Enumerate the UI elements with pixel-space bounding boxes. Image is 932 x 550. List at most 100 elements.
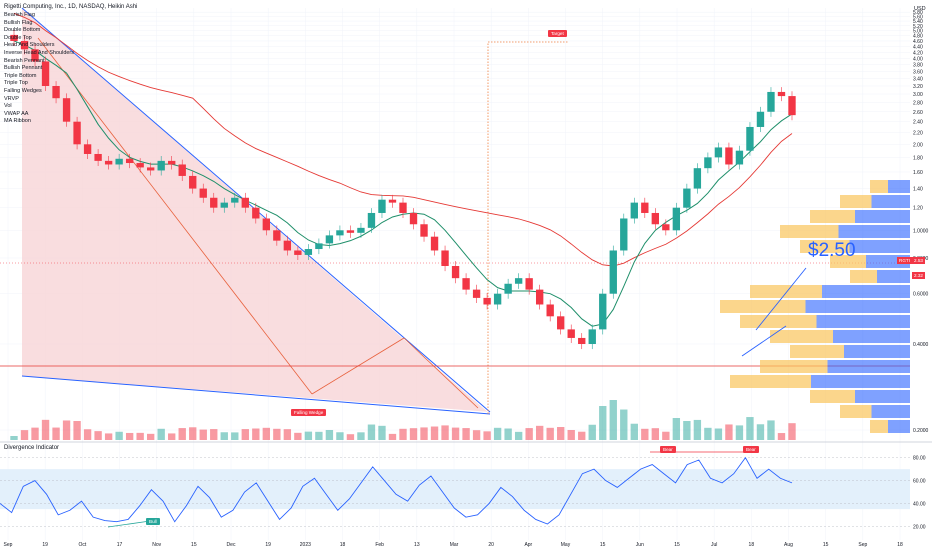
candle bbox=[199, 188, 207, 198]
target-label[interactable]: Target bbox=[548, 30, 567, 37]
legend-item[interactable]: Double Top bbox=[4, 34, 32, 41]
y-tick-label: 1.80 bbox=[913, 155, 923, 161]
blue-arrow-2 bbox=[741, 325, 787, 357]
vrvp-bar-down bbox=[855, 390, 910, 403]
vrvp-bar-down bbox=[833, 330, 910, 343]
y-tick-label: 4.20 bbox=[913, 50, 923, 56]
y-tick-label: 0.4000 bbox=[913, 342, 929, 348]
volume-bar bbox=[52, 427, 60, 440]
legend-item[interactable]: Double Bottom bbox=[4, 27, 41, 34]
bear-label-1[interactable]: Bear bbox=[660, 446, 676, 453]
candle bbox=[104, 160, 113, 165]
candle bbox=[462, 278, 470, 290]
vrvp-bar-up bbox=[830, 255, 866, 268]
y-tick-label: 2.80 bbox=[913, 101, 923, 107]
y-tick-label: 5.60 bbox=[913, 15, 923, 21]
x-tick-label: 18 bbox=[749, 542, 755, 548]
legend-item[interactable]: Triple Bottom bbox=[4, 72, 37, 79]
candle bbox=[83, 144, 92, 154]
osc-tick-label: 40.00 bbox=[913, 501, 926, 507]
legend-item[interactable]: VWAP AA bbox=[4, 110, 29, 117]
oscillator-band bbox=[0, 469, 910, 510]
volume-bar bbox=[125, 432, 134, 440]
volume-bar bbox=[535, 425, 544, 440]
candle bbox=[378, 199, 386, 213]
x-tick-label: 15 bbox=[191, 542, 197, 548]
volume-bar bbox=[346, 434, 355, 440]
vrvp-bar-up bbox=[870, 180, 888, 193]
candle bbox=[430, 236, 439, 251]
candle bbox=[146, 167, 155, 171]
bull-divergence-line bbox=[107, 520, 151, 528]
candle bbox=[693, 168, 702, 189]
candle bbox=[41, 61, 50, 86]
volume-bar bbox=[10, 436, 18, 440]
bull-label[interactable]: Bull bbox=[146, 518, 160, 525]
legend-item[interactable]: VRVP bbox=[4, 95, 19, 102]
bear-label-2[interactable]: Bear bbox=[743, 446, 759, 453]
osc-tick-label: 80.00 bbox=[913, 456, 926, 462]
volume-bar bbox=[325, 430, 334, 440]
legend-item[interactable]: MA Ribbon bbox=[4, 118, 31, 125]
volume-bar bbox=[714, 428, 723, 440]
price-callout[interactable]: $2.50 bbox=[808, 240, 856, 261]
legend-item[interactable]: Inverse Head And Shoulders bbox=[4, 49, 75, 56]
legend-item[interactable]: Bearish Pennant bbox=[4, 57, 45, 64]
legend-item[interactable]: Vol bbox=[4, 103, 12, 110]
x-tick-label: May bbox=[561, 542, 571, 548]
x-tick-label: 2023 bbox=[300, 542, 311, 548]
legend-item[interactable]: Head And Shoulders bbox=[4, 42, 55, 49]
candle bbox=[620, 218, 628, 251]
candle bbox=[220, 202, 228, 208]
candle bbox=[115, 158, 123, 165]
indicator-legend[interactable]: Bearish Flag Bullish Flag Double Bottom Dou… bbox=[4, 12, 74, 126]
y-tick-label: 1.0000 bbox=[913, 228, 929, 234]
candle bbox=[10, 34, 18, 41]
legend-item[interactable]: Bullish Pennant bbox=[4, 65, 43, 72]
y-tick-label: 5.00 bbox=[913, 29, 923, 35]
candle bbox=[504, 283, 512, 294]
divergence-indicator-pane: 80.00 60.00 40.00 20.00 bbox=[0, 456, 926, 530]
candle bbox=[273, 230, 281, 241]
vrvp-bar-up bbox=[790, 345, 844, 358]
trendline-red-2[interactable] bbox=[403, 337, 479, 409]
volume-bar bbox=[315, 431, 323, 440]
x-tick-label: 19 bbox=[265, 542, 271, 548]
volume-bar bbox=[31, 427, 39, 440]
legend-item[interactable]: Falling Wedges bbox=[4, 87, 42, 94]
vrvp-bar-up bbox=[720, 300, 806, 313]
volume-bar bbox=[472, 430, 481, 440]
vrvp-bar-down bbox=[838, 225, 910, 238]
wedge-lower-line[interactable] bbox=[21, 375, 491, 415]
y-tick-label: 2.00 bbox=[913, 142, 923, 148]
legend-item[interactable]: Triple Top bbox=[4, 80, 28, 87]
candle bbox=[514, 278, 523, 284]
x-tick-label: 15 bbox=[823, 542, 829, 548]
y-tick-label: 2.20 bbox=[913, 130, 923, 136]
volume-bar bbox=[20, 430, 29, 440]
candle bbox=[599, 293, 607, 330]
candle bbox=[94, 153, 102, 161]
falling-wedge-label[interactable]: Falling Wedge bbox=[291, 409, 327, 416]
vrvp-bar-up bbox=[760, 360, 828, 373]
candle bbox=[683, 188, 691, 208]
volume-bar bbox=[294, 432, 302, 440]
vrvp-bar-down bbox=[844, 345, 910, 358]
vrvp-bar-down bbox=[855, 210, 910, 223]
volume-bar bbox=[62, 420, 71, 440]
volume-bar bbox=[704, 427, 712, 440]
trendline-upper-red[interactable] bbox=[37, 37, 313, 395]
candle bbox=[788, 96, 796, 116]
volume-bar bbox=[220, 432, 228, 440]
volume-bar bbox=[378, 425, 386, 440]
candle bbox=[672, 207, 681, 231]
candle bbox=[315, 243, 323, 250]
x-tick-label: 13 bbox=[414, 542, 420, 548]
legend-item[interactable]: Bullish Flag bbox=[4, 19, 33, 26]
candle bbox=[588, 329, 596, 344]
second-price-tag: 2.32 bbox=[912, 272, 925, 279]
y-tick-label: 5.20 bbox=[913, 24, 923, 30]
candle bbox=[336, 230, 344, 236]
legend-item[interactable]: Bearish Flag bbox=[4, 12, 35, 18]
